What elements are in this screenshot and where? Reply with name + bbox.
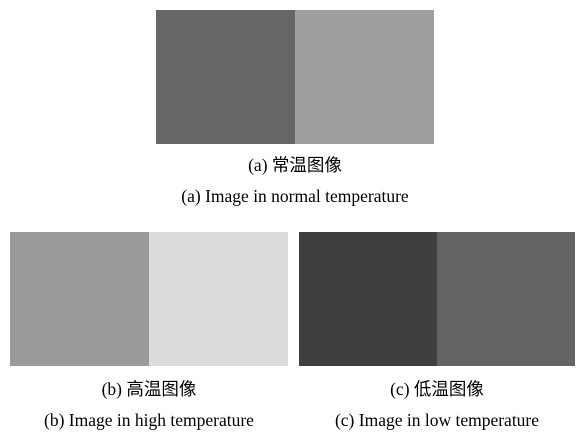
caption-a-chinese: (a) 常温图像 (248, 155, 342, 175)
panel-c-right-region (437, 232, 575, 366)
panel-b-right-region (149, 232, 288, 366)
caption-b-chinese: (b) 高温图像 (101, 379, 197, 399)
panel-a-right-region (295, 10, 434, 144)
image-panel-normal-temperature (156, 10, 434, 144)
caption-c-english: (c) Image in low temperature (334, 410, 540, 430)
caption-b-english: (b) Image in high temperature (44, 410, 254, 430)
panel-a-left-region (156, 10, 295, 144)
caption-c-chinese: (c) 低温图像 (390, 379, 484, 399)
panel-c-left-region (299, 232, 437, 366)
image-panel-low-temperature (299, 232, 575, 366)
panel-b-left-region (10, 232, 149, 366)
caption-a-english: (a) Image in normal temperature (181, 186, 409, 206)
image-panel-high-temperature (10, 232, 288, 366)
